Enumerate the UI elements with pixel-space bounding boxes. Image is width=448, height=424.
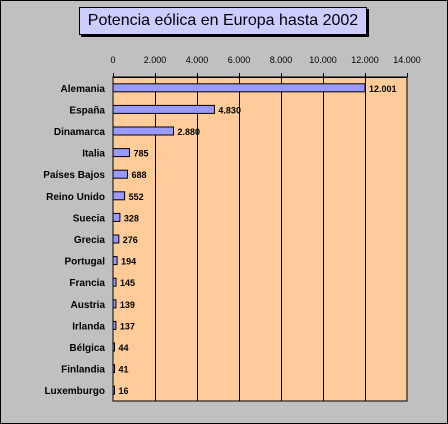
bar [112,234,120,244]
bar [112,320,117,330]
bar [112,256,118,266]
bar [112,299,117,309]
category-label: Luxemburgo [44,386,105,397]
data-label: 785 [133,149,148,159]
data-label: 139 [120,300,135,310]
category-label: Francia [69,278,105,289]
data-label: 41 [119,365,129,375]
bar [112,385,115,395]
data-label: 44 [119,343,129,353]
data-label: 328 [124,213,139,223]
bar [112,212,121,222]
category-label: Suecia [73,213,106,224]
category-label: Italia [82,149,105,160]
x-tick-label: 12.000 [351,55,379,65]
plot-area [112,76,408,402]
category-label: Grecia [74,235,106,246]
data-label: 552 [129,192,144,202]
x-tick-label: 2.000 [144,55,167,65]
bar [112,148,130,158]
data-label: 688 [131,170,146,180]
x-tick-label: 10.000 [309,55,337,65]
x-tick-label: 8.000 [270,55,293,65]
data-label: 145 [120,278,135,288]
category-label: Portugal [64,257,105,268]
data-label: 137 [120,321,135,331]
data-label: 276 [123,235,138,245]
data-label: 12.001 [369,84,397,94]
category-label: Reino Unido [46,192,105,203]
bar [112,191,126,201]
category-label: Finlandia [61,365,105,376]
category-label: Dinamarca [54,127,106,138]
x-tick-label: 4.000 [186,55,209,65]
category-label: Países Bajos [43,170,105,181]
data-label: 194 [121,257,136,267]
bar [112,169,128,179]
category-label: Alemania [61,84,106,95]
bar [112,83,366,93]
data-label: 2.880 [177,127,200,137]
category-label: Irlanda [72,321,105,332]
x-tick-label: 0 [110,55,115,65]
bar [112,126,174,136]
x-tick-label: 6.000 [228,55,251,65]
category-label: España [69,105,105,116]
bar [112,342,115,352]
x-tick-label: 14.000 [393,55,421,65]
data-label: 4.830 [218,105,241,115]
data-label: 16 [119,386,129,396]
category-label: Bélgica [69,343,105,354]
chart-title: Potencia eólica en Europa hasta 2002 [79,7,367,35]
bar [112,104,215,114]
bar [112,277,117,287]
category-label: Austria [71,300,106,311]
bar [112,364,115,374]
